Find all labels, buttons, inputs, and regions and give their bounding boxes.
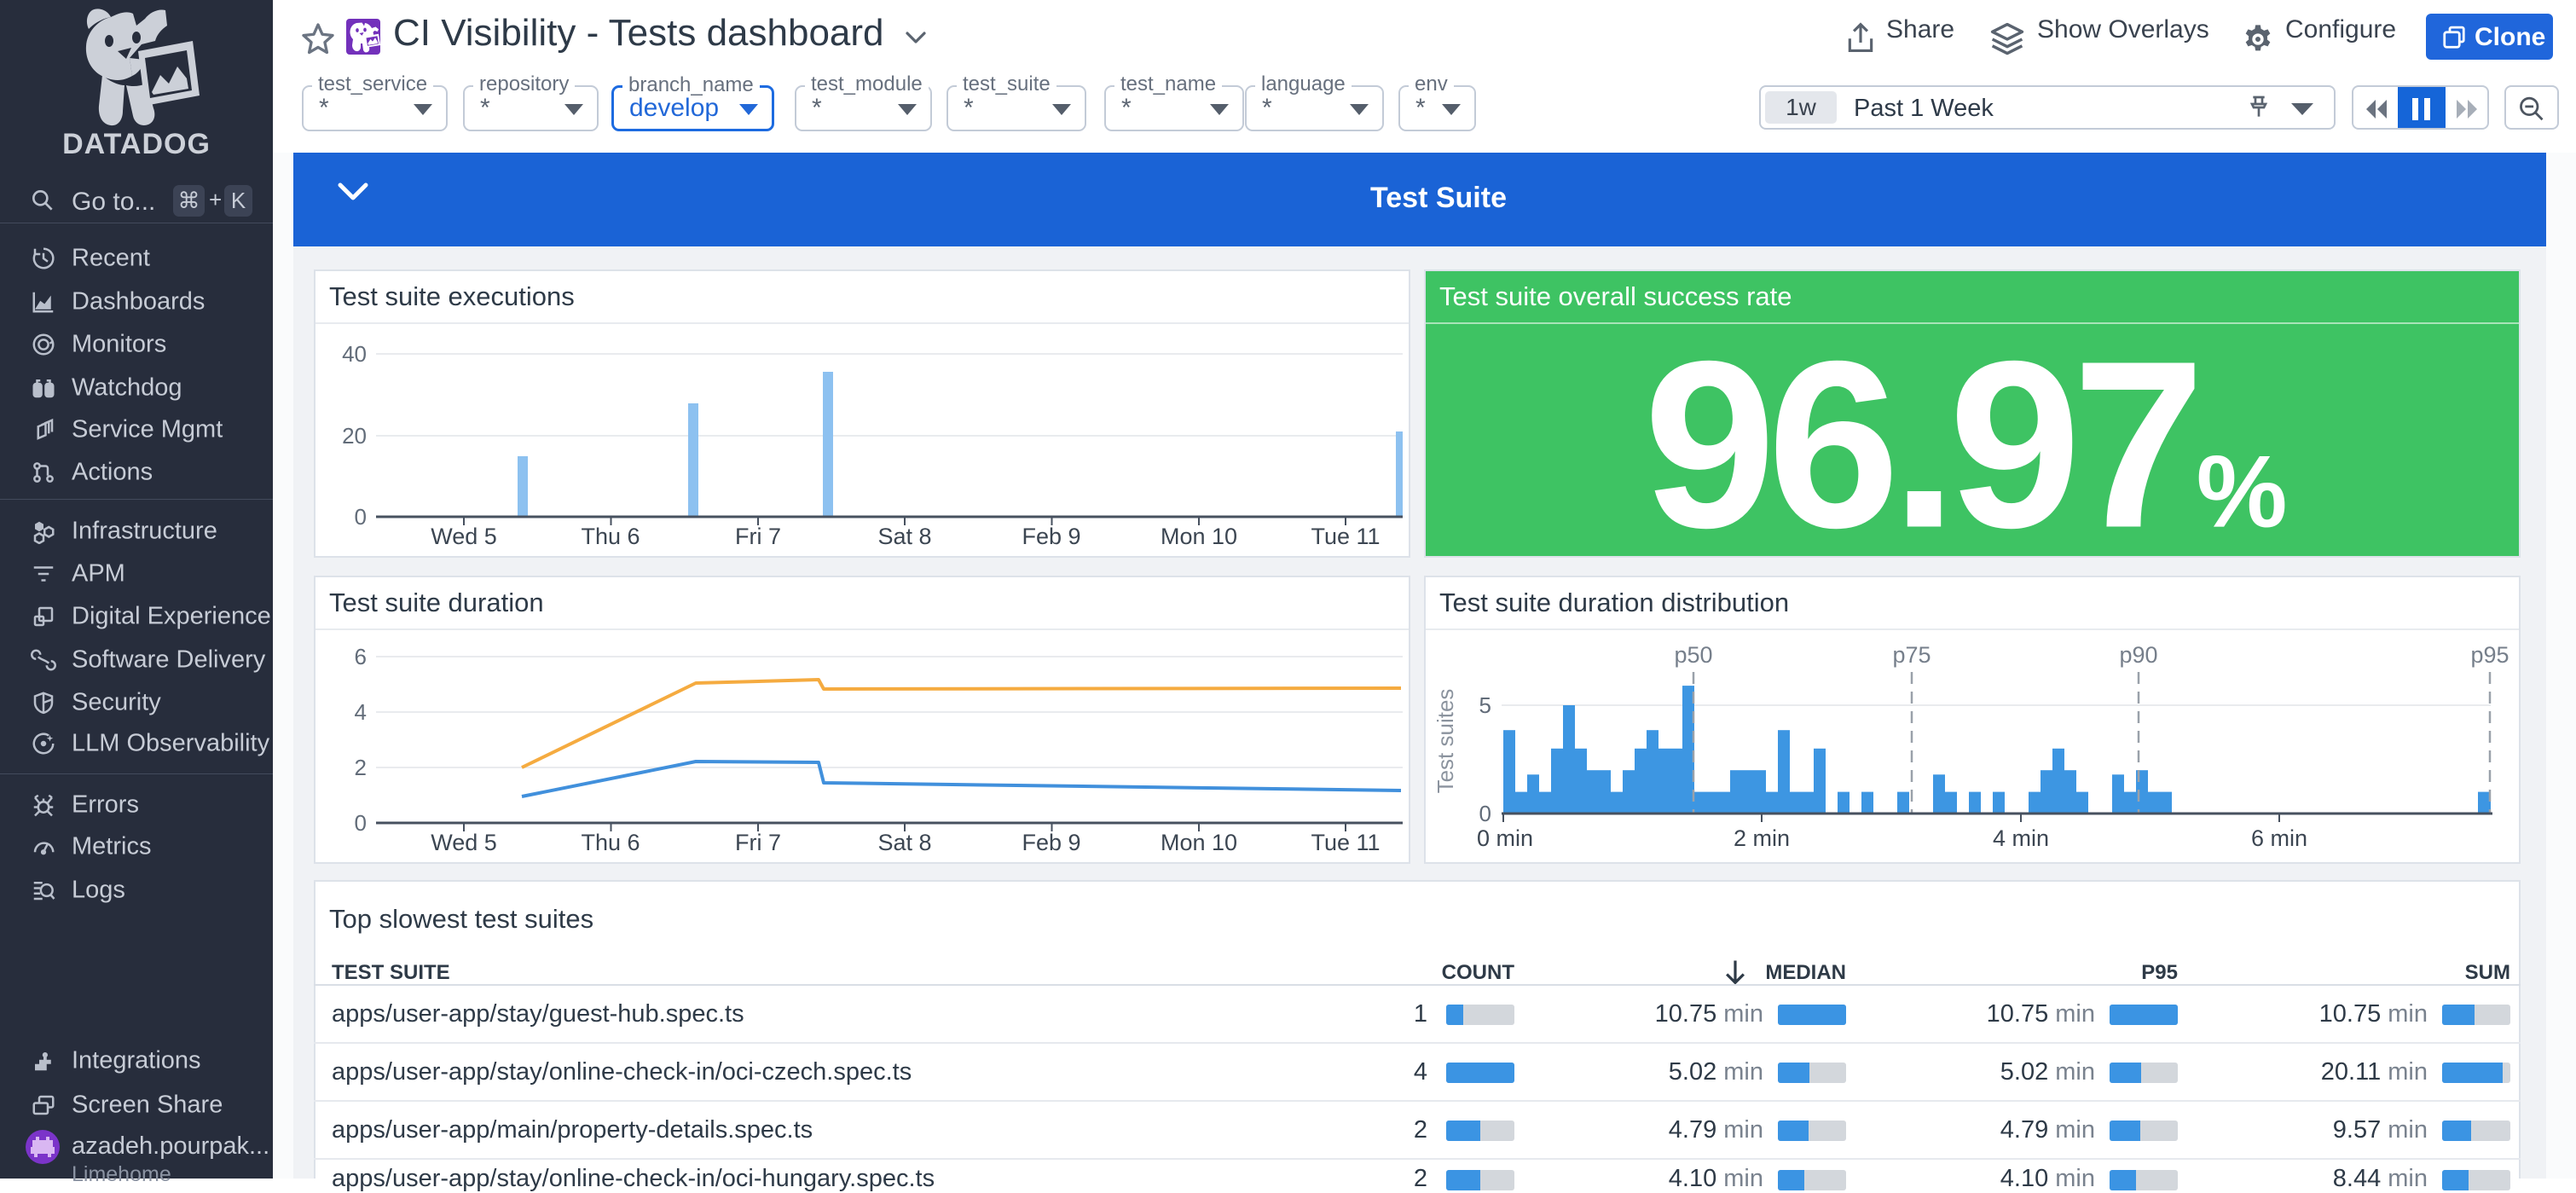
svg-text:Sat 8: Sat 8 [877,830,931,855]
svg-text:Feb 9: Feb 9 [1022,524,1080,549]
svg-text:0: 0 [1479,801,1491,826]
svg-text:6 min: 6 min [2251,825,2307,851]
svg-text:6: 6 [355,644,367,669]
svg-text:2: 2 [355,755,367,780]
svg-text:5: 5 [1479,692,1491,718]
svg-text:20: 20 [342,423,367,449]
svg-text:p75: p75 [1892,642,1931,668]
svg-text:2 min: 2 min [1734,825,1790,851]
svg-text:4 min: 4 min [1993,825,2049,851]
svg-text:p95: p95 [2470,642,2509,668]
svg-text:Mon 10: Mon 10 [1161,830,1237,855]
svg-text:4: 4 [355,699,367,725]
svg-text:Tue 11: Tue 11 [1311,524,1380,549]
svg-text:Wed 5: Wed 5 [431,830,497,855]
svg-text:Test suites: Test suites [1433,689,1458,794]
svg-text:p50: p50 [1674,642,1712,668]
svg-text:Tue 11: Tue 11 [1311,830,1380,855]
svg-text:Wed 5: Wed 5 [431,524,497,549]
svg-text:p90: p90 [2119,642,2157,668]
svg-text:40: 40 [342,341,367,367]
svg-text:0 min: 0 min [1477,825,1533,851]
svg-text:Feb 9: Feb 9 [1022,830,1080,855]
svg-text:Fri 7: Fri 7 [735,830,781,855]
svg-text:0: 0 [355,810,367,836]
svg-text:Thu 6: Thu 6 [581,524,640,549]
svg-text:0: 0 [355,504,367,530]
svg-text:Thu 6: Thu 6 [581,830,640,855]
svg-text:Fri 7: Fri 7 [735,524,781,549]
svg-text:Mon 10: Mon 10 [1161,524,1237,549]
svg-text:Sat 8: Sat 8 [877,524,931,549]
